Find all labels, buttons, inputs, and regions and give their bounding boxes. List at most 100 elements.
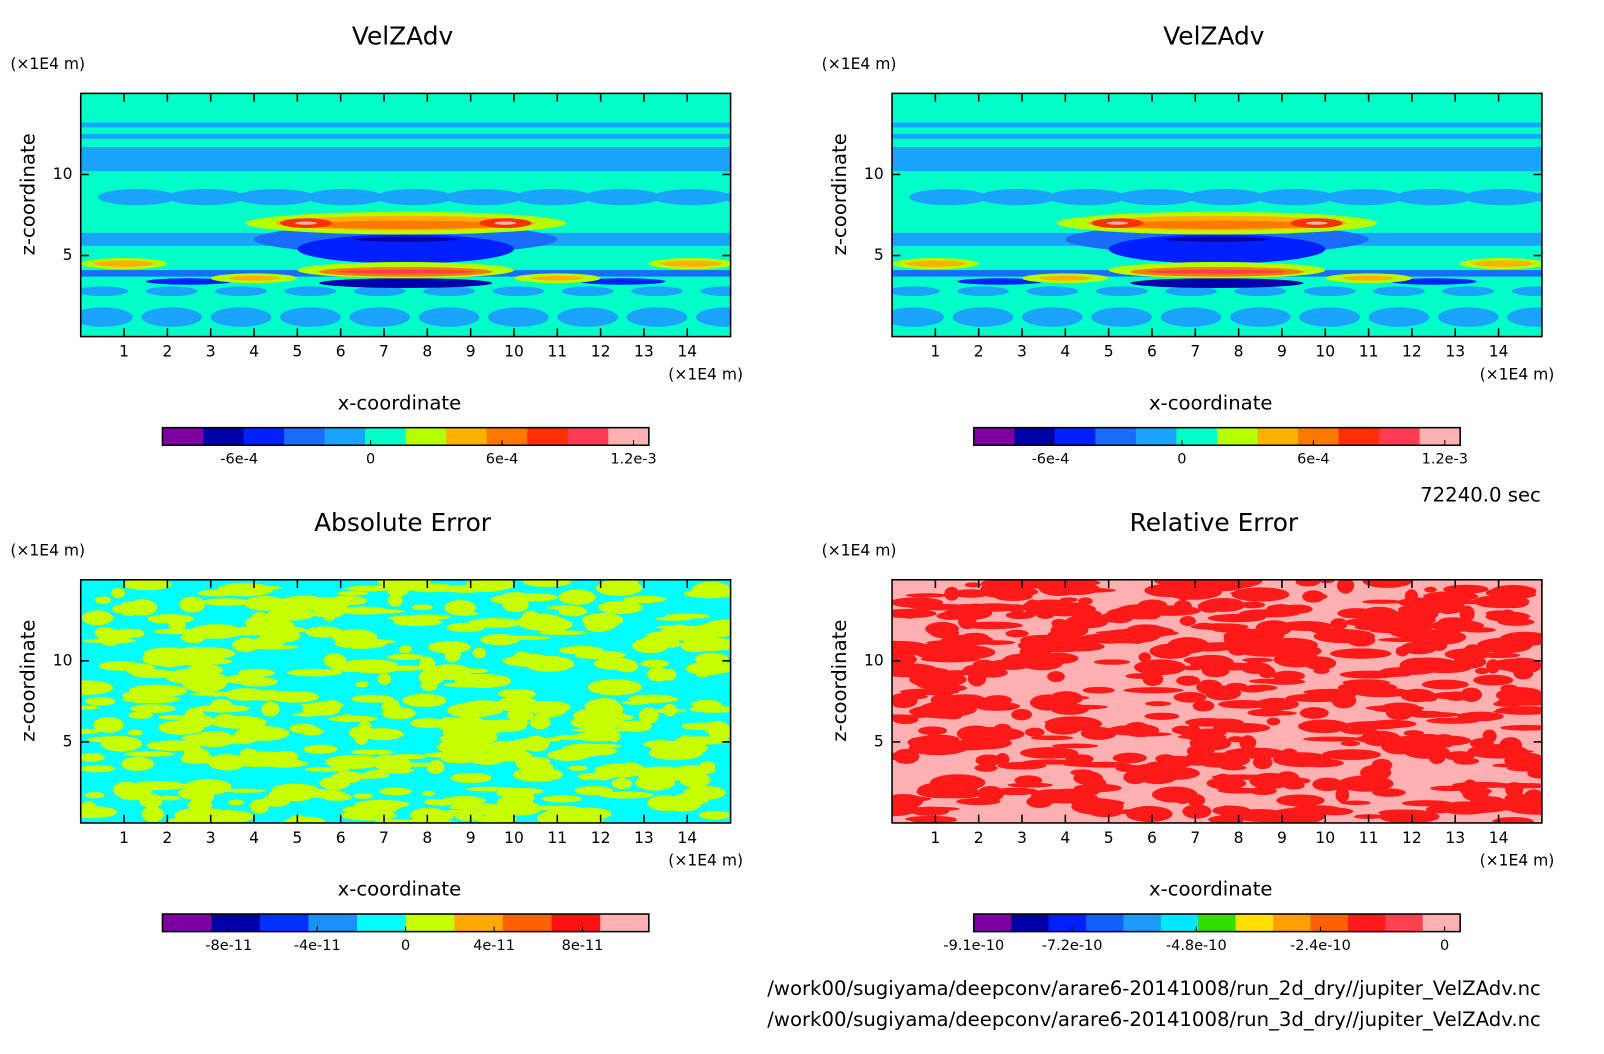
x-tick-label: 12 [1402,343,1422,361]
y-tick-label: 5 [874,732,884,750]
x-tick-label: 10 [1315,343,1335,361]
field [494,221,517,225]
field [297,234,514,264]
colorbar-swatch [1095,427,1137,446]
field [957,286,1010,297]
field [289,814,308,823]
y-tick-label: 10 [53,165,73,183]
field [647,666,670,682]
x-tick-label: 2 [162,343,172,361]
field [1239,735,1257,751]
field [1130,763,1170,778]
field [80,146,731,172]
field [523,617,573,632]
colorbar-tick-label: 1.2e-3 [1422,452,1468,468]
field [85,696,116,706]
field [558,589,596,605]
field [909,603,972,611]
colorbar-swatch [243,427,285,446]
field [347,716,364,722]
field [444,600,476,616]
field [251,612,269,623]
field [468,618,523,628]
field [411,604,434,611]
field [490,594,531,605]
field [1234,286,1287,297]
colorbar-swatch [1054,427,1096,446]
field [605,713,629,721]
field [1049,691,1083,706]
field [131,669,176,679]
field [340,810,397,821]
field [1372,788,1406,797]
x-tick-label: 14 [1489,829,1509,847]
field [375,189,454,206]
field [1362,579,1412,588]
field [1123,721,1151,737]
field [531,805,582,811]
x-tick-label: 7 [1190,829,1200,847]
field [965,603,987,614]
field [1380,666,1436,675]
field [1394,189,1473,206]
field [295,221,317,225]
colorbar-tick-label: 1.2e-3 [610,452,656,468]
field [506,709,534,722]
y-unit: (×1E4 m) [10,541,85,559]
field [478,807,531,817]
field [958,613,977,630]
field [606,731,621,742]
field [1051,743,1099,749]
field [146,740,201,751]
plot-frame [79,579,732,824]
field [1390,278,1477,285]
field [1305,221,1328,225]
field [568,765,588,771]
field [1503,657,1542,674]
field [1239,601,1266,609]
x-tick-label: 6 [336,343,346,361]
x-tick-label: 5 [292,829,302,847]
x-tick-label: 6 [1147,343,1157,361]
x-tick-label: 13 [1445,829,1465,847]
field [236,189,315,206]
field [240,748,258,758]
field [210,307,272,327]
field [626,307,688,327]
field [387,653,425,661]
field [1342,275,1395,281]
field [920,649,940,655]
field [1242,657,1274,663]
field [1147,269,1287,274]
field [372,754,403,771]
field [892,146,1542,172]
field [542,795,582,803]
field [1443,691,1471,701]
field [944,635,960,649]
field [1227,639,1250,656]
field [164,668,222,685]
field [269,690,320,703]
field [1400,641,1438,655]
field [1206,777,1247,790]
field [1295,579,1321,587]
x-axis-label: x-coordinate [338,391,462,414]
field [1189,735,1232,751]
field [1039,275,1092,281]
colorbar-swatch [608,427,650,446]
field [638,707,659,725]
field [892,752,903,760]
field [1336,579,1355,594]
field [1173,790,1193,804]
field [574,650,626,660]
x-tick-label: 13 [634,829,654,847]
field [426,812,454,821]
field [148,685,168,696]
field [699,810,731,820]
field [1302,736,1362,742]
x-tick-label: 8 [1234,343,1244,361]
field [974,701,1021,711]
colorbar-swatch [259,914,309,932]
field [1229,307,1291,327]
field [98,628,118,634]
